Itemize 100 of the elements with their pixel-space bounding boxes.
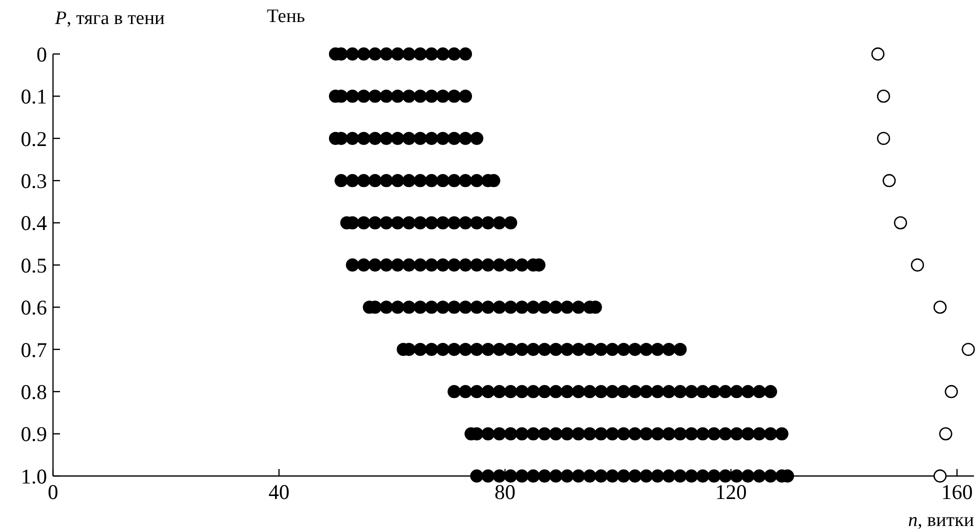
point <box>549 300 562 314</box>
point <box>436 258 450 272</box>
point <box>380 300 393 314</box>
point <box>368 174 382 188</box>
point <box>560 300 574 314</box>
point <box>458 47 472 61</box>
point <box>357 258 370 272</box>
point <box>628 385 642 398</box>
y-tick-label: 0.6 <box>20 296 47 320</box>
point <box>448 47 461 61</box>
point <box>538 385 552 398</box>
point <box>391 300 404 314</box>
point <box>910 258 924 272</box>
point <box>640 427 653 440</box>
point <box>458 385 472 398</box>
point <box>696 427 710 440</box>
point <box>346 258 360 272</box>
point <box>538 300 552 314</box>
point <box>470 258 484 272</box>
point <box>617 342 630 356</box>
point <box>515 300 529 314</box>
y-tick-label: 0.9 <box>20 422 47 446</box>
point <box>414 132 427 145</box>
point <box>458 216 472 230</box>
point <box>481 385 495 398</box>
point <box>650 469 664 483</box>
point <box>662 469 676 483</box>
point <box>650 342 664 356</box>
y-tick-label: 0 <box>36 42 47 66</box>
y-tick-label: 0.8 <box>20 380 47 404</box>
point <box>448 90 461 103</box>
point <box>436 90 450 103</box>
point <box>492 258 506 272</box>
point <box>617 469 630 483</box>
point <box>764 385 778 398</box>
point <box>424 132 438 145</box>
point <box>764 427 778 440</box>
point <box>730 385 744 398</box>
point <box>606 469 619 483</box>
point <box>424 47 438 61</box>
point <box>368 132 382 145</box>
point <box>492 469 506 483</box>
point <box>504 385 518 398</box>
point <box>458 342 472 356</box>
point <box>640 385 653 398</box>
point <box>424 90 438 103</box>
point <box>504 469 518 483</box>
point <box>684 427 698 440</box>
point <box>504 427 518 440</box>
point <box>674 385 687 398</box>
point <box>674 342 687 356</box>
point <box>368 258 382 272</box>
point <box>594 342 608 356</box>
point <box>470 300 484 314</box>
y-tick-label: 1.0 <box>20 464 47 488</box>
x-tick-label: 80 <box>494 480 516 504</box>
point <box>380 258 393 272</box>
point <box>549 342 562 356</box>
point <box>458 174 472 188</box>
point <box>436 174 450 188</box>
point <box>357 132 370 145</box>
point <box>741 385 755 398</box>
point <box>368 47 382 61</box>
point <box>617 427 630 440</box>
point <box>538 342 552 356</box>
point <box>526 385 540 398</box>
point <box>515 427 529 440</box>
text: Тень <box>266 6 306 27</box>
point <box>492 300 506 314</box>
point <box>707 427 721 440</box>
point <box>458 132 472 145</box>
y-tick-label: 0.4 <box>20 211 48 236</box>
y-tick-label: 0.5 <box>20 253 47 278</box>
point <box>549 427 562 440</box>
point <box>594 385 608 398</box>
point <box>894 216 908 230</box>
point <box>730 427 744 440</box>
point <box>696 385 710 398</box>
point <box>380 174 393 188</box>
point <box>549 385 562 398</box>
point <box>414 174 427 188</box>
point <box>515 469 529 483</box>
point <box>481 216 495 230</box>
y-axis-title: P, тяга в тени <box>54 8 165 29</box>
point <box>628 427 642 440</box>
point <box>481 427 495 440</box>
point <box>436 342 450 356</box>
point <box>775 427 788 440</box>
y-tick-label: 0.3 <box>20 168 47 193</box>
point <box>583 385 596 398</box>
point <box>876 132 890 145</box>
point <box>650 427 664 440</box>
x-axis-title: n, витки <box>908 510 974 531</box>
point <box>606 427 619 440</box>
point <box>436 216 450 230</box>
point <box>414 47 427 61</box>
point <box>707 469 721 483</box>
point <box>414 216 427 230</box>
point <box>481 258 495 272</box>
point <box>402 47 416 61</box>
